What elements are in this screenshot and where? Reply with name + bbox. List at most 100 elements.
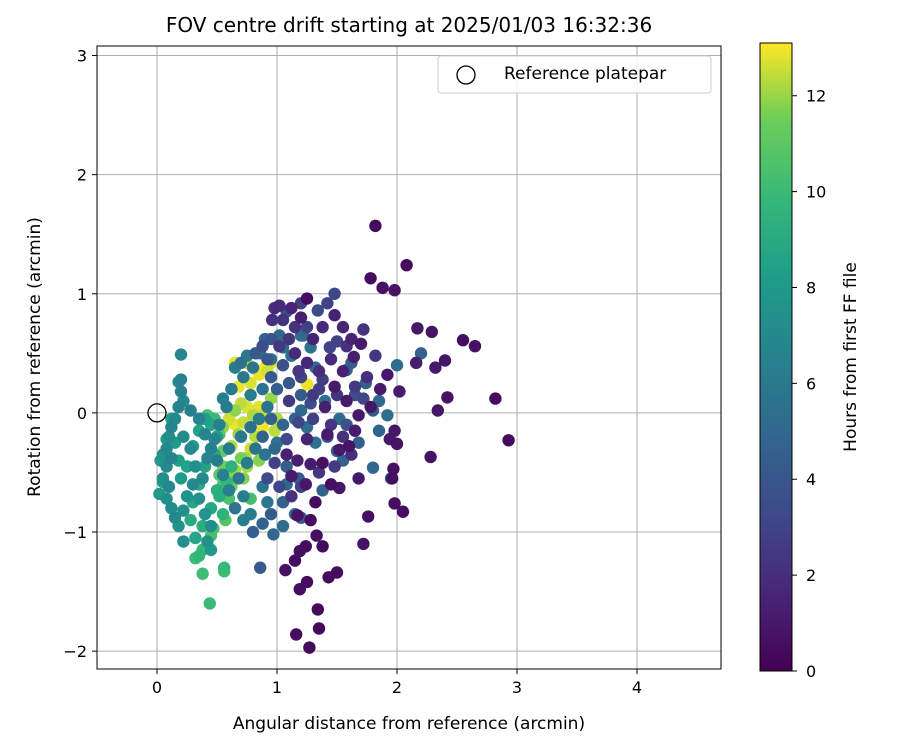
- x-tick-label: 3: [512, 678, 522, 697]
- data-point: [282, 376, 296, 390]
- data-point: [192, 492, 206, 505]
- data-point: [321, 428, 334, 441]
- data-point: [162, 480, 176, 493]
- y-tick-label: 0: [77, 404, 87, 423]
- data-point: [369, 219, 382, 233]
- data-point: [348, 424, 362, 437]
- x-axis-ticks: 0 1 2 3 4: [152, 669, 642, 697]
- data-point: [222, 442, 236, 455]
- data-point: [309, 496, 322, 509]
- legend-entry-reference: Reference platepar: [504, 64, 666, 84]
- data-point: [258, 448, 272, 461]
- data-point: [244, 507, 257, 521]
- data-point: [387, 462, 400, 476]
- data-point: [174, 373, 188, 386]
- data-point: [225, 382, 238, 396]
- data-point: [204, 519, 218, 533]
- data-point: [261, 400, 274, 414]
- data-point: [340, 394, 353, 408]
- data-point: [357, 323, 370, 336]
- grid-lines: [97, 46, 721, 669]
- data-point: [364, 272, 377, 285]
- data-point: [400, 258, 413, 272]
- data-point: [316, 540, 329, 553]
- data-point: [396, 505, 410, 518]
- colorbar-tick-label: 4: [806, 470, 816, 489]
- y-axis-label: Rotation from reference (arcmin): [25, 217, 45, 497]
- data-point: [291, 509, 304, 522]
- data-point: [352, 436, 365, 449]
- data-point: [256, 430, 269, 443]
- data-point: [184, 442, 197, 455]
- data-point: [321, 297, 334, 310]
- data-point: [196, 472, 209, 485]
- data-point: [273, 339, 286, 353]
- data-point: [244, 388, 257, 402]
- data-point: [328, 287, 341, 300]
- x-tick-label: 0: [152, 678, 162, 697]
- data-point: [282, 332, 296, 346]
- data-point: [177, 430, 190, 443]
- colorbar-tick-label: 12: [806, 87, 826, 106]
- data-point: [468, 339, 482, 353]
- data-point: [388, 283, 401, 297]
- data-point: [414, 347, 428, 360]
- data-point: [386, 472, 399, 485]
- data-point: [273, 480, 286, 493]
- data-point: [310, 529, 323, 542]
- data-point: [312, 466, 326, 479]
- data-point: [228, 501, 242, 515]
- data-point: [220, 400, 233, 414]
- data-point: [268, 442, 281, 455]
- data-point: [256, 339, 269, 353]
- data-point: [342, 440, 356, 453]
- data-point: [177, 535, 190, 548]
- data-point: [264, 412, 278, 426]
- data-point: [306, 332, 320, 346]
- data-point: [270, 382, 284, 396]
- data-point: [352, 409, 365, 422]
- data-point: [234, 356, 248, 370]
- data-point: [502, 434, 515, 447]
- colorbar-tick-label: 0: [806, 662, 816, 681]
- data-point: [174, 385, 188, 398]
- data-point: [362, 510, 375, 523]
- data-point: [311, 603, 324, 616]
- data-point: [292, 416, 305, 429]
- data-point: [336, 364, 350, 378]
- data-point: [276, 313, 290, 327]
- data-point: [390, 437, 404, 451]
- data-point: [237, 490, 250, 503]
- data-point: [300, 356, 314, 370]
- data-point: [300, 292, 314, 305]
- data-point: [390, 359, 404, 372]
- data-point: [294, 311, 308, 324]
- data-point: [360, 370, 374, 384]
- data-point: [347, 350, 360, 364]
- colorbar-gradient: [759, 42, 793, 672]
- data-point: [431, 404, 444, 417]
- data-point: [256, 517, 269, 530]
- data-point: [318, 400, 332, 414]
- data-point: [267, 528, 280, 541]
- y-tick-label: 1: [77, 285, 87, 304]
- data-point: [306, 388, 320, 402]
- data-point: [348, 380, 362, 393]
- data-point: [216, 507, 230, 521]
- data-point: [189, 531, 202, 545]
- data-point: [252, 412, 266, 426]
- data-point: [280, 460, 293, 473]
- data-point: [366, 461, 380, 474]
- data-point: [246, 361, 260, 374]
- data-point: [204, 442, 218, 455]
- data-point: [172, 400, 185, 414]
- colorbar-tick-label: 6: [806, 374, 816, 393]
- data-point: [213, 490, 226, 503]
- y-tick-label: 2: [77, 166, 87, 185]
- data-point: [273, 299, 286, 312]
- data-point: [246, 525, 260, 539]
- data-point: [311, 304, 324, 317]
- data-point: [316, 456, 329, 470]
- data-point: [290, 628, 303, 641]
